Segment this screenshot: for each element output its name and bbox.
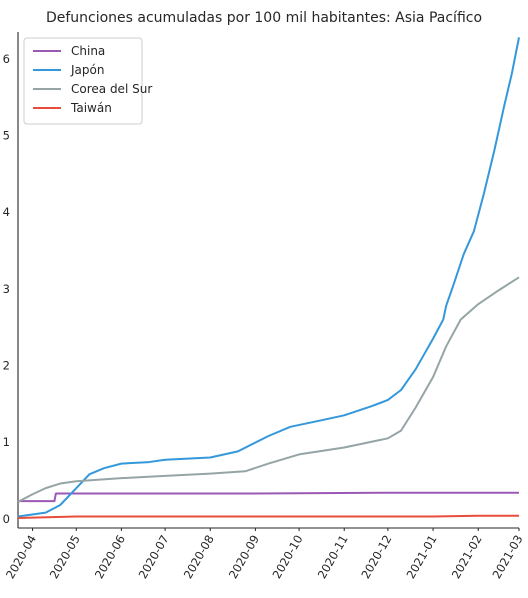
x-tick-label: 2020-09 <box>226 533 262 582</box>
x-tick-label: 2020-10 <box>270 533 306 582</box>
x-tick-label: 2020-08 <box>181 533 217 582</box>
x-tick-label: 2021-02 <box>449 533 485 582</box>
series-line-jap-n <box>17 37 520 518</box>
y-tick-label: 2 <box>3 358 10 372</box>
x-tick-label: 2020-04 <box>3 533 39 582</box>
legend-label: Japón <box>70 63 104 77</box>
series-line-china <box>18 491 519 503</box>
x-tick-label: 2020-11 <box>315 533 351 582</box>
x-tick-label: 2021-01 <box>404 533 440 582</box>
legend: China Japón Corea del Sur Taiwán <box>23 37 152 125</box>
series-line-taiw-n <box>17 514 519 520</box>
series-line-corea-del-sur <box>17 276 520 503</box>
x-tick-label: 2020-06 <box>92 533 128 582</box>
y-tick-label: 5 <box>3 128 10 142</box>
chart-title: Defunciones acumuladas por 100 mil habit… <box>46 10 482 26</box>
legend-label: Corea del Sur <box>71 82 152 96</box>
x-tick-label: 2020-12 <box>358 533 394 582</box>
x-tick-label: 2020-07 <box>136 533 172 582</box>
legend-label: Taiwán <box>70 101 112 115</box>
y-tick-label: 6 <box>3 52 10 66</box>
y-tick-label: 0 <box>3 512 10 526</box>
legend-box <box>23 37 143 125</box>
y-tick-label: 1 <box>3 435 10 449</box>
y-tick-label: 3 <box>3 282 10 296</box>
y-tick-label: 4 <box>3 205 10 219</box>
series-lines <box>17 37 520 520</box>
x-tick-label: 2021-03 <box>489 533 525 582</box>
legend-label: China <box>71 44 105 58</box>
x-tick-label: 2020-05 <box>47 533 83 582</box>
